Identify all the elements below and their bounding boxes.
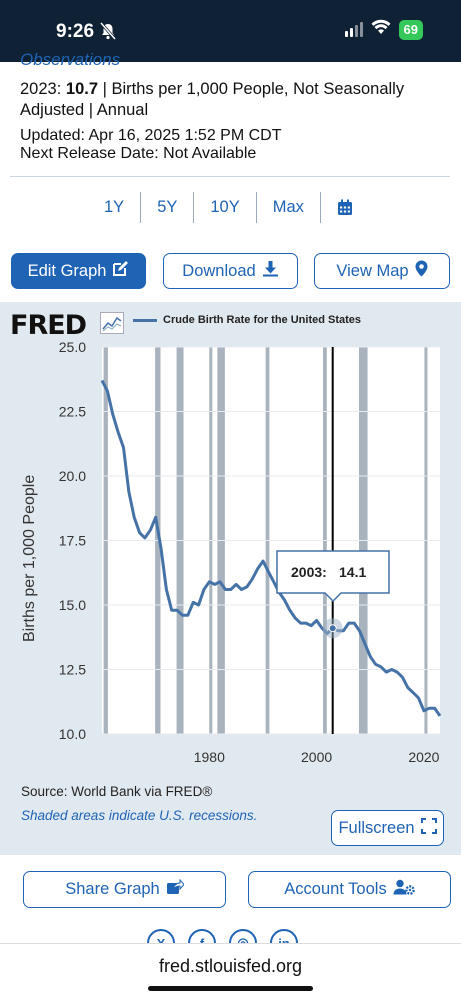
observations-heading[interactable]: Observations <box>20 50 121 66</box>
share-icon <box>166 878 185 900</box>
download-icon <box>262 260 279 282</box>
highlight-point <box>328 624 337 633</box>
range-10y-button[interactable]: 10Y <box>194 192 257 223</box>
legend-swatch <box>133 318 157 322</box>
status-time: 9:26 <box>56 21 95 42</box>
fred-graph-icon <box>100 312 124 334</box>
y-tick-label: 12.5 <box>59 662 86 678</box>
calendar-icon[interactable] <box>321 192 369 223</box>
map-pin-icon <box>415 260 428 282</box>
view-map-label: View Map <box>336 261 409 280</box>
obs-value: 10.7 <box>65 80 99 98</box>
expand-icon <box>420 817 437 839</box>
range-5y-button[interactable]: 5Y <box>141 192 195 223</box>
y-tick-label: 25.0 <box>59 339 86 355</box>
browser-url-bar[interactable]: fred.stlouisfed.org <box>0 943 461 1000</box>
status-bar: 9:26 69 <box>0 0 461 62</box>
account-tools-label: Account Tools <box>284 880 387 898</box>
download-button[interactable]: Download <box>163 253 298 289</box>
edit-icon <box>112 260 129 282</box>
series-line <box>100 379 442 717</box>
facebook-icon[interactable]: f <box>188 929 216 945</box>
x-tick-label: 1980 <box>194 749 225 765</box>
share-actions: Share Graph Account Tools <box>23 871 451 909</box>
tooltip-value: 14.1 <box>339 564 366 580</box>
x-twitter-icon[interactable]: X <box>147 929 175 945</box>
x-tick-label: 2020 <box>408 749 439 765</box>
social-links: X f ◎ in <box>147 929 298 945</box>
obs-year: 2023: <box>20 80 62 98</box>
y-tick-label: 17.5 <box>59 533 86 549</box>
y-tick-label: 22.5 <box>59 404 86 420</box>
edit-graph-button[interactable]: Edit Graph <box>11 253 146 289</box>
tooltip-box <box>276 550 390 603</box>
chart-area: 25.0 22.5 20.0 17.5 15.0 12.5 10.0 1980 2000 2020… <box>0 302 461 855</box>
chart-plot[interactable]: 25.0 22.5 20.0 17.5 15.0 12.5 10.0 1980 2000 2020… <box>0 302 461 855</box>
obs-description: | Births per 1,000 People, Not Seasonall… <box>20 80 405 119</box>
y-tick-label: 10.0 <box>59 726 86 742</box>
x-tick-label: 2000 <box>301 749 332 765</box>
updated-date: Updated: Apr 16, 2025 1:52 PM CDT <box>20 127 282 144</box>
y-tick-label: 15.0 <box>59 597 86 613</box>
status-indicators: 69 <box>344 19 423 40</box>
date-range-selector: 1Y 5Y 10Y Max <box>88 192 369 223</box>
range-1y-button[interactable]: 1Y <box>88 192 142 223</box>
fullscreen-label: Fullscreen <box>338 818 415 837</box>
home-indicator <box>148 986 313 991</box>
view-map-button[interactable]: View Map <box>314 253 450 289</box>
linkedin-icon[interactable]: in <box>270 929 298 945</box>
url-text[interactable]: fred.stlouisfed.org <box>158 956 303 976</box>
y-tick-label: 20.0 <box>59 468 86 484</box>
source-note: Source: World Bank via FRED® <box>21 784 213 799</box>
tooltip-year: 2003: <box>291 564 327 580</box>
edit-graph-label: Edit Graph <box>27 261 107 280</box>
chart-legend: Crude Birth Rate for the United States <box>133 314 361 326</box>
share-graph-button[interactable]: Share Graph <box>23 871 226 908</box>
next-release: Next Release Date: Not Available <box>20 145 257 162</box>
range-max-button[interactable]: Max <box>257 192 321 223</box>
bell-off-icon <box>99 22 117 45</box>
divider <box>10 176 450 177</box>
wifi-icon <box>371 19 391 40</box>
recession-note: Shaded areas indicate U.S. recessions. <box>21 808 258 823</box>
fred-logo: FRED <box>10 310 87 341</box>
share-graph-label: Share Graph <box>65 880 160 898</box>
account-tools-button[interactable]: Account Tools <box>248 871 451 908</box>
user-gear-icon <box>393 879 415 900</box>
legend-label: Crude Birth Rate for the United States <box>163 314 362 326</box>
signal-icon <box>344 22 363 37</box>
graph-actions: Edit Graph Download View Map <box>11 253 451 290</box>
latest-observation: 2023: 10.7 | Births per 1,000 People, No… <box>20 79 440 121</box>
battery-level: 69 <box>398 19 423 40</box>
download-label: Download <box>182 261 256 280</box>
update-info: Updated: Apr 16, 2025 1:52 PM CDT Next R… <box>20 127 281 163</box>
y-axis-label: Births per 1,000 People <box>21 474 38 642</box>
fullscreen-button[interactable]: Fullscreen <box>331 810 444 846</box>
instagram-icon[interactable]: ◎ <box>229 929 257 945</box>
